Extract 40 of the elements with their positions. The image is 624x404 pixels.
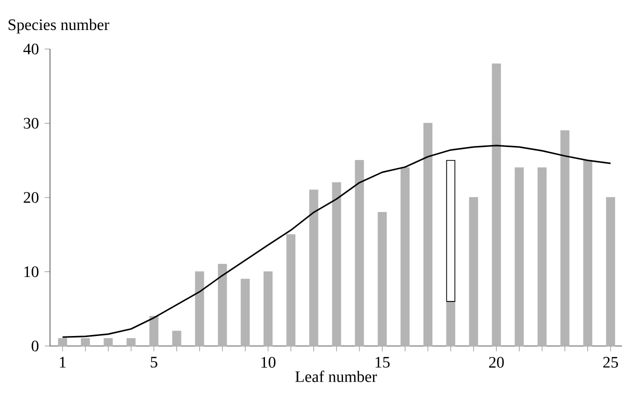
bar [126, 338, 136, 346]
bar [309, 190, 318, 346]
line-series [62, 144, 612, 338]
bar [469, 197, 478, 346]
y-tick-label: 20 [24, 192, 38, 203]
x-tick-label: 1 [60, 356, 66, 368]
bar [149, 316, 158, 346]
bar [172, 330, 182, 346]
y-tick-label: 40 [23, 44, 38, 54]
bar [195, 271, 204, 346]
bar [423, 122, 432, 346]
bar [560, 130, 570, 346]
bar [354, 160, 364, 346]
bar [538, 167, 547, 346]
bar [58, 338, 68, 346]
y-axis-title: Species number [8, 18, 110, 34]
x-tick-label: 10 [261, 356, 276, 368]
bar [583, 160, 592, 346]
bar [80, 338, 90, 346]
bar [400, 167, 410, 346]
bar [240, 278, 250, 346]
bar [264, 271, 273, 346]
y-tick-label: 10 [24, 266, 38, 278]
bar [492, 63, 501, 346]
bar [286, 234, 296, 346]
bar [606, 197, 616, 346]
x-axis-title: Leaf number [295, 370, 377, 382]
bar [104, 338, 113, 346]
x-tick-label: 20 [489, 356, 504, 368]
y-tick-label: 30 [24, 118, 38, 129]
bar [332, 182, 342, 346]
bar [446, 160, 456, 302]
y-tick-label: 0 [32, 340, 38, 352]
bar [514, 167, 524, 346]
x-tick-label: 15 [376, 356, 390, 368]
x-tick-label: 5 [150, 356, 158, 368]
x-tick-label: 25 [603, 356, 618, 368]
bar [378, 212, 387, 346]
bar [218, 264, 227, 346]
bar [446, 301, 456, 346]
